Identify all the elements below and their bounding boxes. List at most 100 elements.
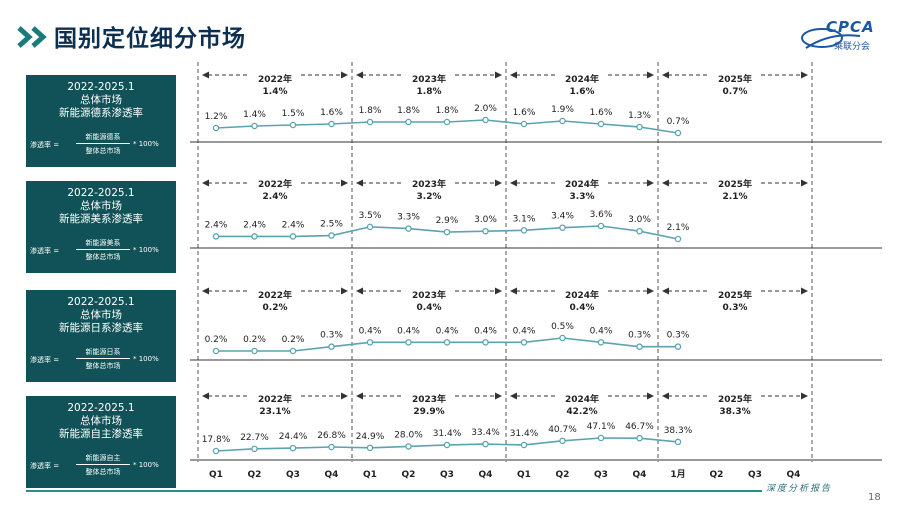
data-point [328,343,335,350]
data-point [366,118,374,126]
box-metric: 新能源美系渗透率 [59,213,143,225]
formula: 渗透率 = 新能源美系 整体总市场 * 100% [30,237,176,265]
arrow-left-icon [356,287,363,295]
data-point [482,116,489,124]
data-point [212,447,220,455]
formula-denominator: 整体总市场 [85,147,121,155]
box-period: 2022-2025.1 [67,296,135,308]
data-point [405,118,412,126]
data-label: 2.0% [474,104,497,114]
double-chevron-icon [17,26,47,48]
page-number: 18 [868,492,881,503]
arrow-right-icon [647,179,654,187]
x-tick-label: Q1 [363,470,377,480]
year-label: 2025年 [718,393,752,405]
annual-value-label: 1.6% [570,87,595,97]
box-period: 2022-2025.1 [67,81,135,93]
annual-value-label: 38.3% [719,407,750,417]
data-point [289,121,297,129]
data-point [443,441,451,449]
data-point [289,444,297,452]
data-point [212,124,220,132]
x-tick-label: Q2 [248,470,262,480]
panel-box-domestic: 2022-2025.1 总体市场 新能源自主渗透率 渗透率 = 新能源自主 整体… [26,396,176,488]
fraction-bar [76,143,130,144]
data-label: 0.3% [320,331,343,341]
footer-line [26,490,786,492]
arrow-left-icon [202,71,209,79]
arrow-right-icon [801,392,808,400]
data-point [636,434,643,442]
data-point [328,232,335,239]
data-point [636,123,643,131]
data-label: 0.4% [590,326,613,336]
data-point [366,223,374,231]
box-metric: 新能源德系渗透率 [59,107,143,119]
year-label: 2024年 [565,393,599,405]
data-label: 1.2% [205,112,228,122]
year-label: 2025年 [718,289,752,301]
data-label: 0.4% [436,326,459,336]
data-label: 0.4% [397,326,420,336]
x-tick-label: Q3 [286,470,300,480]
box-period: 2022-2025.1 [67,402,135,414]
x-tick-label: Q4 [633,470,647,480]
year-label: 2025年 [718,73,752,85]
formula-rhs: * 100% [133,140,159,148]
annual-value-label: 3.3% [570,192,595,202]
annual-value-label: 0.4% [417,303,442,313]
data-point [251,122,258,130]
formula-denominator: 整体总市场 [85,362,121,370]
formula: 渗透率 = 新能源日系 整体总市场 * 100% [30,346,176,374]
data-point [328,443,335,451]
data-point [482,227,489,235]
data-point [405,339,412,346]
formula-numerator: 新能源日系 [85,348,121,356]
year-label: 2024年 [565,289,599,301]
x-tick-label: 1月 [670,469,685,480]
arrow-right-icon [801,287,808,295]
data-label: 1.8% [359,106,382,116]
arrow-right-icon [647,392,654,400]
data-label: 0.4% [513,326,536,336]
x-tick-label: Q1 [517,470,531,480]
data-point [597,120,605,128]
header: 国别定位细分市场 CPCA 乘联分会 [0,0,900,60]
data-point [597,339,605,346]
data-label: 40.7% [548,425,577,435]
data-point [366,444,374,452]
formula-numerator: 新能源德系 [85,133,121,141]
data-label: 24.9% [356,432,385,442]
data-label: 0.2% [205,335,228,345]
panel-box-american: 2022-2025.1 总体市场 新能源美系渗透率 渗透率 = 新能源美系 整体… [26,181,176,273]
data-point [559,117,566,125]
arrow-left-icon [662,287,669,295]
annual-value-label: 2.1% [723,192,748,202]
data-point [520,227,528,234]
box-market: 总体市场 [80,309,122,321]
formula-numerator: 新能源美系 [85,239,121,247]
data-label: 3.6% [590,210,613,220]
fraction-bar [76,464,130,465]
year-label: 2023年 [412,73,446,85]
data-point [520,441,528,449]
data-point [251,445,258,453]
year-label: 2024年 [565,178,599,190]
arrow-right-icon [495,179,502,187]
data-point [559,437,566,445]
arrow-left-icon [202,179,209,187]
formula-denominator: 整体总市场 [85,468,121,476]
data-point [405,225,412,232]
arrow-right-icon [341,179,348,187]
arrow-right-icon [647,287,654,295]
annual-value-label: 23.1% [259,407,290,417]
data-point [366,339,374,346]
data-label: 2.1% [667,223,690,233]
data-point [559,224,566,231]
data-point [328,120,335,128]
formula: 渗透率 = 新能源自主 整体总市场 * 100% [30,452,176,480]
annual-value-label: 1.4% [263,87,288,97]
data-label: 1.4% [243,110,266,120]
data-point [405,443,412,450]
